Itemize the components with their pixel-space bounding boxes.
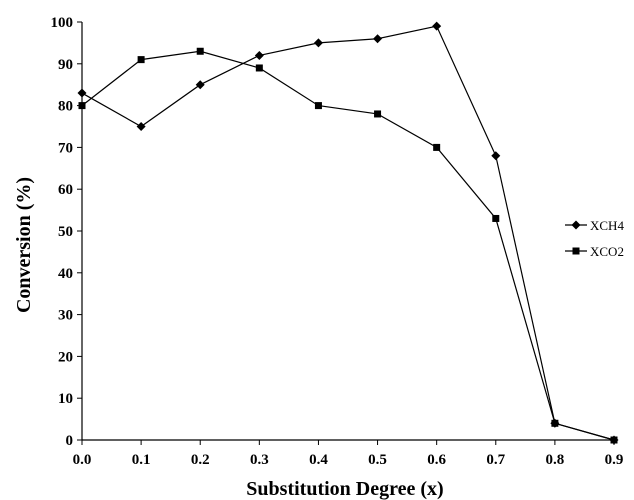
y-tick-label: 10 (58, 391, 73, 407)
x-tick-label: 0.5 (368, 452, 387, 468)
legend-item-xco2: XCO2 (565, 244, 624, 259)
y-tick-label: 60 (58, 182, 73, 198)
data-point-xch4 (491, 151, 501, 161)
x-axis-title: Substitution Degree (x) (246, 478, 443, 500)
data-point-xco2 (196, 47, 204, 55)
x-tick-label: 0.4 (309, 452, 328, 468)
data-point-xco2 (492, 214, 500, 222)
series-line (81, 50, 615, 441)
y-tick-label: 70 (58, 140, 73, 156)
x-tick-label: 0.9 (605, 452, 624, 468)
data-point-xco2 (137, 56, 145, 64)
data-point-xch4 (254, 50, 264, 60)
y-tick-label: 30 (58, 308, 73, 324)
y-tick-label: 50 (58, 224, 73, 240)
series-line (81, 25, 615, 441)
series-xch4 (77, 21, 619, 445)
data-point-xch4 (313, 38, 323, 48)
data-point-xch4 (136, 122, 146, 131)
axes (81, 22, 614, 441)
axis-ticks: 0 10 20 30 40 50 60 70 80 90 100 0.0 0.1 0.2 0.3 0.4 0.5… (51, 15, 624, 468)
legend-item-xch4: XCH4 (565, 218, 624, 233)
legend-marker (571, 220, 581, 230)
x-tick-label: 0.7 (486, 452, 505, 468)
y-tick-label: 90 (58, 57, 73, 73)
legend: XCH4 XCO2 (565, 218, 624, 259)
y-tick-label: 80 (58, 99, 73, 115)
x-tick-label: 0.1 (132, 452, 151, 468)
x-tick-label: 0.0 (73, 452, 92, 468)
series-layer (77, 21, 619, 445)
x-tick-label: 0.2 (191, 452, 210, 468)
x-tick-label: 0.8 (546, 452, 565, 468)
legend-label: XCO2 (590, 244, 624, 259)
legend-label: XCH4 (590, 218, 624, 233)
data-point-xco2 (551, 419, 559, 427)
data-point-xco2 (314, 102, 322, 110)
y-tick-label: 0 (66, 433, 74, 449)
series-xco2 (78, 47, 618, 444)
data-point-xch4 (373, 34, 383, 44)
data-point-xch4 (195, 80, 205, 90)
x-tick-label: 0.6 (427, 452, 446, 468)
y-tick-label: 40 (58, 266, 73, 282)
x-tick-label: 0.3 (250, 452, 269, 468)
data-point-xco2 (433, 143, 441, 151)
data-point-xch4 (77, 88, 87, 98)
data-point-xco2 (78, 102, 86, 110)
data-point-xco2 (610, 436, 618, 444)
data-point-xco2 (374, 110, 382, 118)
y-axis-title: Conversion (%) (13, 177, 35, 313)
legend-marker (572, 247, 580, 255)
y-tick-label: 100 (51, 15, 74, 31)
data-point-xco2 (255, 64, 263, 72)
y-tick-label: 20 (58, 349, 73, 365)
data-point-xch4 (432, 21, 442, 31)
